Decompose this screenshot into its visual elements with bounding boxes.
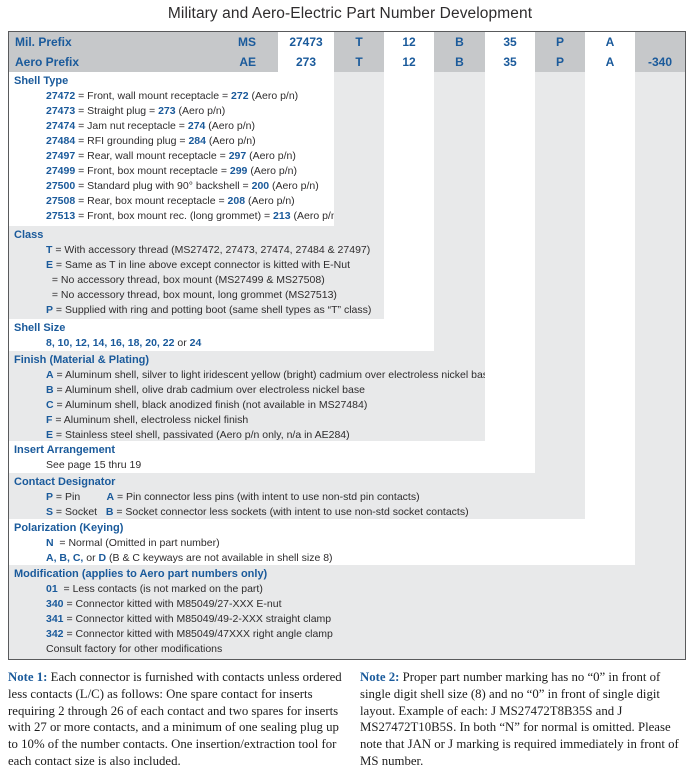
section-heading: Shell Type: [14, 75, 69, 87]
page-title: Military and Aero-Electric Part Number D…: [167, 5, 533, 22]
column-modification: -340: [635, 32, 685, 72]
column-polarization: A A: [585, 32, 635, 72]
section-insert-arrangement: Insert Arrangement See page 15 thru 19: [9, 441, 535, 473]
column-bar-class: [334, 72, 384, 226]
column-bar-finish: [434, 72, 485, 351]
section-heading: Shell Size: [14, 322, 66, 334]
section-lines: P = Pin A = Pin connector less pins (wit…: [46, 491, 469, 518]
mil-polarization-value: A: [605, 35, 615, 49]
section-polarization: Polarization (Keying) N = Normal (Omitte…: [9, 519, 635, 565]
prefix-label-block: Mil. Prefix MS Aero Prefix AE: [9, 32, 278, 72]
section-heading: Polarization (Keying): [14, 522, 124, 534]
mil-contact-value: P: [555, 35, 564, 49]
column-shell-size: 12 12: [384, 32, 434, 72]
section-lines: N = Normal (Omitted in part number) A, B,…: [46, 537, 333, 564]
column-bar-modification: [635, 72, 685, 565]
section-heading: Contact Designator: [14, 476, 116, 488]
section-heading: Finish (Material & Plating): [14, 354, 150, 366]
aero-basic-number: 273: [295, 55, 317, 69]
mil-prefix-code: MS: [238, 35, 256, 49]
aero-prefix-code: AE: [239, 55, 256, 69]
aero-polarization-value: A: [605, 55, 615, 69]
mil-class-value: T: [355, 35, 363, 49]
note-1: Note 1: Each connector is furnished with…: [8, 669, 347, 770]
section-lines: 01 = Less contacts (is not marked on the…: [46, 583, 333, 655]
note-2-text: Proper part number marking has no “0” in…: [360, 670, 679, 768]
section-modification: Modification (applies to Aero part numbe…: [9, 565, 685, 659]
aero-contact-value: P: [555, 55, 564, 69]
footnotes: Note 1: Each connector is furnished with…: [8, 669, 694, 770]
aero-class-value: T: [355, 55, 363, 69]
column-contact: P P: [535, 32, 585, 72]
section-lines: 27472 = Front, wall mount receptacle = 2…: [46, 90, 334, 222]
section-shell-size: Shell Size 8, 10, 12, 14, 16, 18, 20, 22…: [9, 319, 434, 351]
section-heading: Modification (applies to Aero part numbe…: [14, 568, 268, 580]
mil-finish-value: B: [455, 35, 464, 49]
section-finish: Finish (Material & Plating) A = Aluminum…: [9, 351, 485, 441]
column-class: T T: [334, 32, 384, 72]
section-shell-type: Shell Type 27472 = Front, wall mount rec…: [9, 72, 334, 226]
column-basic-number: 27473 273: [278, 32, 334, 72]
mil-insert-value: 35: [503, 35, 517, 49]
note-2-label: Note 2:: [360, 670, 400, 684]
section-lines: T = With accessory thread (MS27472, 2747…: [46, 244, 372, 316]
mil-basic-number: 27473: [289, 35, 323, 49]
aero-insert-value: 35: [503, 55, 517, 69]
note-2: Note 2: Proper part number marking has n…: [360, 669, 694, 770]
column-finish: B B: [434, 32, 485, 72]
section-heading: Insert Arrangement: [14, 444, 116, 456]
mil-prefix-row: Mil. Prefix MS: [9, 32, 278, 52]
aero-shell-size-value: 12: [402, 55, 416, 69]
aero-finish-value: B: [455, 55, 464, 69]
aero-prefix-row: Aero Prefix AE: [9, 52, 278, 72]
section-lines: See page 15 thru 19: [46, 459, 142, 471]
note-1-text: Each connector is furnished with contact…: [8, 670, 342, 768]
column-insert: 35 35: [485, 32, 535, 72]
section-lines: A = Aluminum shell, silver to light irid…: [46, 369, 485, 441]
mil-modification-value: [635, 32, 685, 52]
aero-prefix-label: Aero Prefix: [15, 55, 80, 69]
section-heading: Class: [14, 229, 44, 241]
section-lines: 8, 10, 12, 14, 16, 18, 20, 22 or 24: [46, 337, 202, 349]
part-number-diagram: Mil. Prefix MS Aero Prefix AE 27473 273 …: [8, 31, 686, 660]
column-bar-contact: [535, 72, 585, 473]
mil-prefix-label: Mil. Prefix: [15, 35, 72, 49]
note-1-label: Note 1:: [8, 670, 48, 684]
section-class: Class T = With accessory thread (MS27472…: [9, 226, 384, 319]
mil-shell-size-value: 12: [402, 35, 416, 49]
aero-modification-value: -340: [647, 55, 673, 69]
section-contact-designator: Contact Designator P = Pin A = Pin conne…: [9, 473, 585, 519]
